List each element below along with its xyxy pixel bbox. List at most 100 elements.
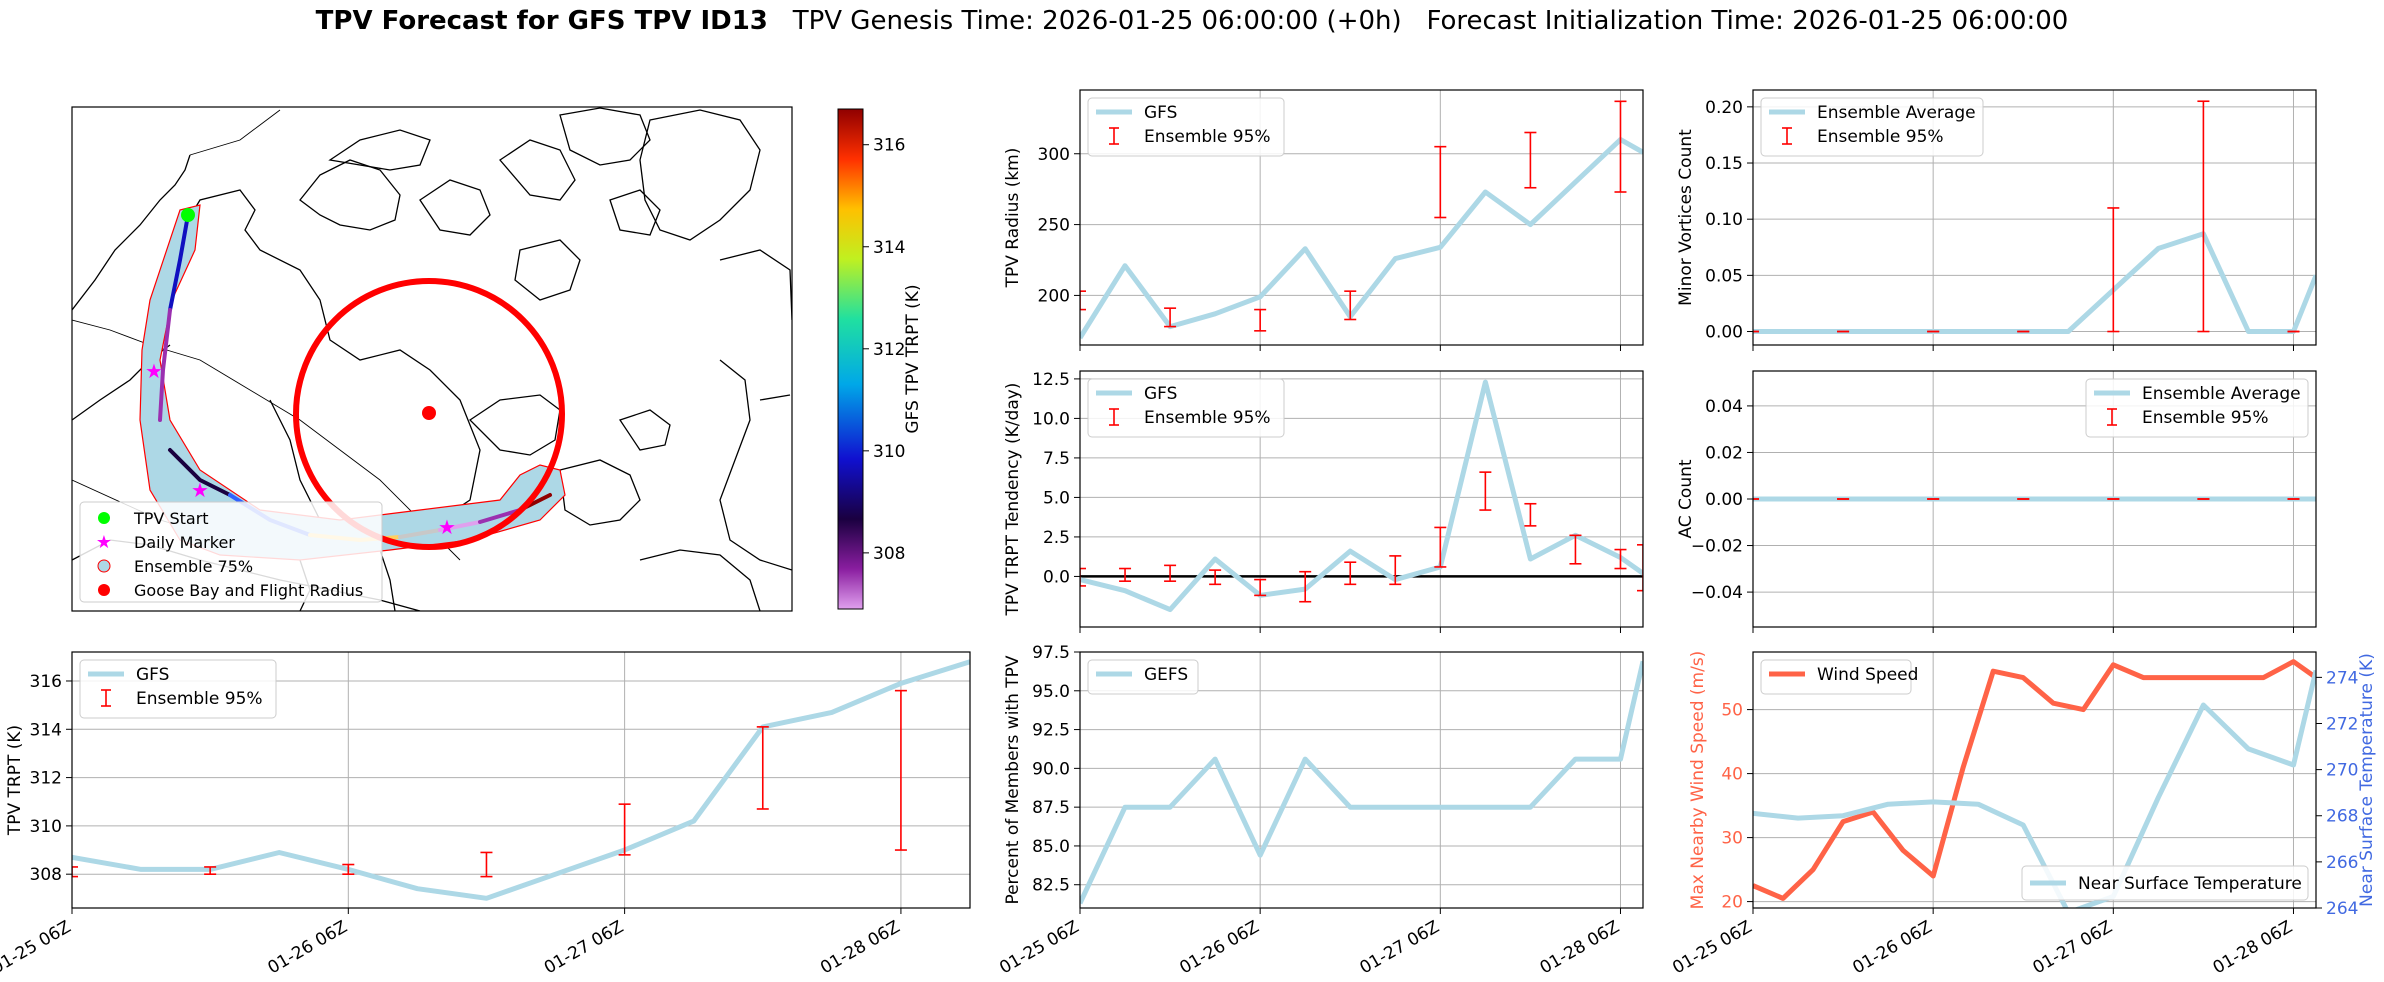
daily-marker: ★ [438, 515, 456, 539]
x-tick-label: 01-28 06Z [2210, 917, 2296, 978]
y-tick-label: 314 [30, 720, 62, 740]
y-tick-label: 2.5 [1043, 528, 1070, 548]
legend-label: Ensemble 95% [2142, 408, 2269, 428]
legend-box [2021, 865, 2309, 901]
legend-label: TPV Start [133, 509, 209, 528]
colorbar: 308 310 312 314 316 GFS TPV TRPT (K) [837, 108, 923, 610]
chart-legend: Ensemble Average Ensemble 95% [1760, 97, 1984, 157]
tpv-start-marker [181, 208, 195, 222]
y-tick-label: 0.05 [1705, 266, 1743, 286]
y-tick-label: 312 [30, 769, 62, 789]
y2-tick-label: 266 [2326, 853, 2358, 873]
legend-label: Ensemble 95% [1817, 127, 1944, 147]
errorbar [756, 726, 769, 810]
legend-box [1760, 97, 1984, 157]
errorbar [204, 866, 217, 875]
chart-legend: GFS Ensemble 95% [1087, 97, 1285, 157]
chart-panel-percent: 82.5 85.0 87.5 90.0 92.5 95.0 97.5 Percent of M… [996, 643, 1644, 978]
y2-tick-label: 274 [2326, 668, 2358, 688]
errorbar [1479, 471, 1492, 511]
chart-legend: GFS Ensemble 95% [79, 659, 277, 719]
errorbar [1254, 578, 1267, 597]
map-legend: TPV Start ★ Daily Marker Ensemble 75% Go… [79, 501, 383, 603]
y-tick-label: 5.0 [1043, 488, 1070, 508]
y-axis-label: Percent of Members with TPV [1003, 655, 1023, 904]
y-tick-label: 316 [30, 672, 62, 692]
colorbar-tick-label: 308 [873, 544, 905, 564]
axes-frame [1752, 89, 2317, 346]
errorbar [618, 803, 631, 856]
y-axis-label: AC Count [1676, 459, 1696, 538]
y-tick-label: 30 [1721, 829, 1743, 849]
legend-label: Near Surface Temperature [2078, 874, 2302, 894]
chart-legend: Wind Speed [1760, 659, 1918, 695]
y-axis-label: TPV TRPT Tendency (K/day) [1003, 383, 1023, 617]
errorbar [1254, 308, 1267, 332]
legend-label: Goose Bay and Flight Radius [134, 581, 363, 600]
y-tick-label: 200 [1038, 286, 1070, 306]
y-tick-label: 7.5 [1043, 449, 1070, 469]
colorbar-tick-label: 310 [873, 442, 905, 462]
legend-box [1760, 659, 1912, 695]
chart-legend: Ensemble Average Ensemble 95% [2085, 378, 2309, 438]
legend-box [1087, 97, 1285, 157]
legend-label: GFS [1144, 384, 1177, 404]
errorbar [1119, 567, 1132, 582]
ensemble-75-legend-icon [97, 559, 111, 573]
chart-panel-tendency: 0.0 2.5 5.0 7.5 10.0 12.5 TPV TRPT Tendency (K… [1003, 370, 1644, 633]
x-tick-label: 01-28 06Z [817, 917, 903, 978]
axes-frame [1079, 651, 1644, 909]
x-tick-label: 01-28 06Z [1537, 917, 1623, 978]
y-tick-label: 10.0 [1032, 409, 1070, 429]
y-tick-label: 0.00 [1705, 490, 1743, 510]
errorbar [1524, 502, 1537, 527]
y-tick-label: 0.02 [1705, 443, 1743, 463]
legend-label: Ensemble 95% [136, 689, 263, 709]
daily-marker-legend-icon: ★ [96, 532, 112, 553]
series-line-wind-speed [1753, 659, 2316, 901]
daily-marker: ★ [145, 359, 163, 383]
chart-panel-radius: 200 250 300 TPV Radius (km) GFS Ensemble 95% [1003, 89, 1644, 351]
legend-label: GFS [136, 665, 169, 685]
x-tick-label: 01-25 06Z [1669, 917, 1755, 978]
legend-label: Ensemble 75% [134, 557, 253, 576]
errorbar [1080, 567, 1086, 587]
errorbar [1344, 290, 1357, 321]
map-panel: ★ ★ ★ TPV Start ★ Daily Marker Ensemble … [71, 106, 923, 612]
series-line-gefs [1080, 660, 1643, 905]
x-tick-label: 01-26 06Z [265, 917, 351, 978]
y-tick-label: 300 [1038, 145, 1070, 165]
y-tick-label: 0.15 [1705, 154, 1743, 174]
legend-label: GEFS [1144, 665, 1188, 685]
y2-tick-label: 268 [2326, 807, 2358, 827]
legend-box [79, 659, 277, 719]
plot-area [1753, 100, 2316, 334]
y-tick-label: 40 [1721, 765, 1743, 785]
errorbar [1080, 290, 1086, 311]
tpv-start-legend-icon [98, 512, 110, 524]
colorbar-tick-label: 314 [873, 238, 905, 258]
y-tick-label: 0.0 [1043, 567, 1070, 587]
chart-legend: GFS Ensemble 95% [1087, 378, 1285, 438]
legend-box [1087, 378, 1285, 438]
x-tick-label: 01-27 06Z [541, 917, 627, 978]
legend-label: Daily Marker [134, 533, 235, 552]
errorbar [1164, 307, 1177, 328]
errorbar [72, 866, 78, 878]
y-axis-label: TPV Radius (km) [1003, 148, 1023, 289]
chart-legend-secondary: Near Surface Temperature [2021, 865, 2309, 901]
y-tick-label: 85.0 [1032, 837, 1070, 857]
map-frame [71, 106, 793, 612]
y-tick-label: 20 [1721, 893, 1743, 913]
y-tick-label: 0.20 [1705, 98, 1743, 118]
series-line-gfs [72, 659, 970, 901]
y-tick-label: 92.5 [1032, 721, 1070, 741]
daily-marker: ★ [191, 478, 209, 502]
colorbar-tick-label: 316 [873, 136, 905, 156]
axes-frame [71, 651, 971, 909]
y-tick-label: 90.0 [1032, 759, 1070, 779]
chart-panel-ac: −0.04 −0.02 0.00 0.02 0.04 AC Count Ensemble A… [1676, 370, 2317, 633]
errorbar [1569, 534, 1582, 565]
y-tick-label: 82.5 [1032, 876, 1070, 896]
